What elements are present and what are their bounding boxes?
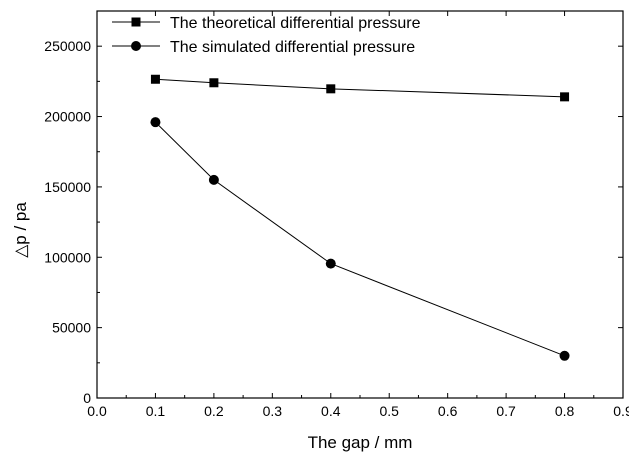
data-point bbox=[559, 350, 570, 361]
data-point bbox=[560, 92, 570, 102]
series-line bbox=[155, 121, 565, 357]
y-axis: 0 50000 100000 150000 200000 250000 bbox=[44, 38, 623, 406]
series-1 bbox=[150, 74, 570, 102]
x-tick-label: 0.3 bbox=[263, 403, 283, 419]
x-tick-label: 0.0 bbox=[87, 403, 107, 419]
series-line bbox=[155, 78, 565, 98]
legend-marker bbox=[131, 17, 141, 27]
y-tick-label: 200000 bbox=[44, 109, 91, 125]
plot-frame bbox=[96, 10, 624, 399]
data-point bbox=[326, 84, 336, 94]
series-2 bbox=[150, 117, 570, 361]
x-tick-label: 0.1 bbox=[146, 403, 166, 419]
data-point bbox=[208, 174, 219, 185]
y-tick-label: 150000 bbox=[44, 179, 91, 195]
y-axis-title: △p / pa bbox=[11, 202, 30, 258]
legend-marker bbox=[131, 41, 141, 51]
series-layer bbox=[150, 74, 570, 361]
y-tick-label: 100000 bbox=[44, 249, 91, 265]
y-tick-label: 250000 bbox=[44, 38, 91, 54]
y-tick-label: 0 bbox=[83, 390, 91, 406]
legend-label: The theoretical differential pressure bbox=[170, 15, 421, 32]
legend-item: The theoretical differential pressure bbox=[112, 15, 421, 32]
legend: The theoretical differential pressure The… bbox=[112, 15, 421, 56]
data-point bbox=[150, 117, 161, 128]
x-tick-label: 0.7 bbox=[496, 403, 516, 419]
x-tick-label: 0.9 bbox=[613, 403, 629, 419]
x-tick-label: 0.2 bbox=[204, 403, 224, 419]
y-tick-label: 50000 bbox=[52, 320, 91, 336]
x-tick-label: 0.5 bbox=[379, 403, 399, 419]
x-tick-label: 0.6 bbox=[438, 403, 458, 419]
x-tick-label: 0.8 bbox=[555, 403, 575, 419]
data-point bbox=[150, 74, 160, 84]
data-point bbox=[325, 258, 336, 269]
legend-item: The simulated differential pressure bbox=[112, 39, 415, 56]
data-point bbox=[209, 78, 219, 88]
x-axis-title: The gap / mm bbox=[308, 433, 413, 452]
x-tick-label: 0.4 bbox=[321, 403, 341, 419]
x-axis: 0.0 0.1 0.2 0.3 0.4 0.5 0.6 0.7 0.8 0.9 bbox=[87, 11, 629, 419]
legend-label: The simulated differential pressure bbox=[170, 39, 415, 56]
